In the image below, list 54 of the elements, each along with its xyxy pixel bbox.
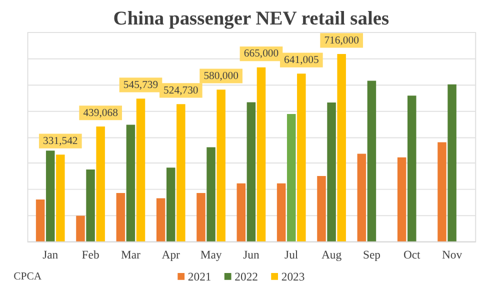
x-tick-label: Jul	[284, 248, 299, 262]
bar	[126, 124, 136, 242]
x-tick-label: Nov	[442, 248, 462, 262]
data-label: 524,730	[164, 84, 198, 96]
data-label: 580,000	[204, 70, 238, 82]
bar	[286, 114, 296, 242]
x-tick-label: Jan	[42, 248, 58, 262]
bar	[327, 102, 336, 242]
bar	[46, 150, 55, 242]
text: CPCA	[14, 270, 42, 282]
bar	[86, 169, 95, 242]
bar	[116, 192, 126, 242]
chart-title: China passenger NEV retail sales	[113, 8, 390, 30]
legend-label: 2023	[281, 270, 305, 284]
bar	[156, 198, 166, 242]
legend-label: 2021	[188, 270, 212, 284]
x-tick-label: May	[200, 248, 222, 262]
bar	[136, 98, 146, 242]
data-label: 439,068	[83, 106, 118, 119]
bar	[276, 183, 286, 242]
data-label: 716,000	[324, 34, 359, 46]
bar	[337, 54, 346, 242]
x-tick-label: Apr	[162, 248, 180, 262]
bar	[297, 74, 306, 242]
bar	[256, 67, 266, 242]
bar	[56, 154, 65, 242]
bar	[96, 126, 105, 242]
bar	[397, 157, 406, 242]
data-label: 331,542	[43, 134, 78, 147]
bar	[236, 183, 246, 242]
bar	[246, 102, 256, 242]
bar	[448, 84, 456, 242]
legend-label: 2022	[234, 270, 258, 284]
bar	[407, 96, 416, 242]
x-tick-label: Oct	[403, 248, 422, 262]
bar	[76, 216, 85, 242]
bar	[367, 80, 376, 242]
bar	[317, 176, 326, 242]
bar	[438, 142, 446, 242]
x-tick-label: Jun	[243, 248, 260, 262]
x-tick-label: Aug	[321, 248, 342, 262]
bar	[357, 154, 366, 242]
bar	[166, 168, 176, 242]
bar	[176, 104, 186, 242]
x-tick-label: Sep	[362, 248, 381, 262]
bar	[206, 147, 216, 242]
data-label: 665,000	[244, 48, 279, 60]
data-label: 641,005	[284, 54, 319, 66]
data-label: 545,739	[123, 78, 158, 91]
bar	[36, 200, 45, 242]
x-tick-label: Feb	[82, 248, 100, 262]
x-tick-label: Mar	[120, 248, 141, 262]
bar	[196, 192, 206, 242]
bar	[216, 90, 226, 242]
